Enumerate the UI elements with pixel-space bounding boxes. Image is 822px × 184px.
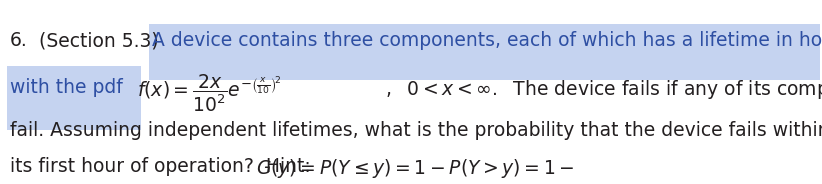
- Text: fail. Assuming independent lifetimes, what is the probability that the device fa: fail. Assuming independent lifetimes, wh…: [10, 121, 822, 139]
- Text: 6.: 6.: [10, 31, 28, 50]
- Text: with the pdf: with the pdf: [10, 78, 122, 97]
- Text: its first hour of operation?  Hint:: its first hour of operation? Hint:: [10, 157, 316, 176]
- Text: A device contains three components, each of which has a lifetime in hours: A device contains three components, each…: [152, 31, 822, 50]
- Text: $G(y) = P(Y \leq y) = 1 - P(Y > y) = 1 -$: $G(y) = P(Y \leq y) = 1 - P(Y > y) = 1 -…: [256, 157, 575, 180]
- Text: $,\ \ 0 < x < \infty.$  The device fails if any of its components: $,\ \ 0 < x < \infty.$ The device fails …: [385, 78, 822, 101]
- Text: $f(x) = \dfrac{2x}{10^2}e^{-\left(\frac{x}{10}\right)^{\!2}}$: $f(x) = \dfrac{2x}{10^2}e^{-\left(\frac{…: [137, 73, 282, 114]
- Text: (Section 5.3): (Section 5.3): [39, 31, 159, 50]
